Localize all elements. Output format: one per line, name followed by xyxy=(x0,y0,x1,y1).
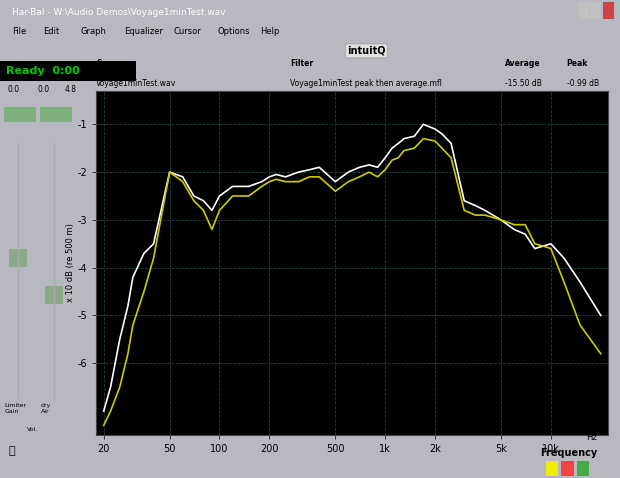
Text: Options: Options xyxy=(217,27,249,35)
Text: Average: Average xyxy=(505,59,541,68)
Text: -0.99 dB: -0.99 dB xyxy=(567,79,599,88)
Bar xyxy=(45,286,63,304)
Bar xyxy=(9,249,27,267)
Text: Equalizer: Equalizer xyxy=(124,27,163,35)
Text: Vol.: Vol. xyxy=(27,427,38,432)
Text: Cursor: Cursor xyxy=(174,27,202,35)
Text: Ready  0:00: Ready 0:00 xyxy=(6,66,80,76)
Text: intuitQ: intuitQ xyxy=(347,46,386,56)
Text: Har-Bal - W:\Audio Demos\Voyage1minTest.wav: Har-Bal - W:\Audio Demos\Voyage1minTest.… xyxy=(12,9,226,17)
Text: Help: Help xyxy=(260,27,280,35)
Bar xyxy=(561,461,574,476)
Text: dB: dB xyxy=(38,68,47,74)
Text: Limiter
Gain: Limiter Gain xyxy=(4,403,27,413)
Y-axis label: x 10 dB (re 500 m): x 10 dB (re 500 m) xyxy=(66,223,74,303)
Text: Graph: Graph xyxy=(81,27,107,35)
Bar xyxy=(4,107,36,122)
Bar xyxy=(590,2,601,20)
Text: Filter: Filter xyxy=(290,59,314,68)
Text: dB: dB xyxy=(7,68,16,74)
Bar xyxy=(578,2,589,20)
Bar xyxy=(577,461,589,476)
Bar xyxy=(40,107,72,122)
Text: 🔍: 🔍 xyxy=(9,445,16,456)
Text: Voyage1minTest.wav: Voyage1minTest.wav xyxy=(96,79,176,88)
Text: Peak: Peak xyxy=(567,59,588,68)
Text: Edit: Edit xyxy=(43,27,60,35)
Text: Voyage1minTest peak then average.mfl: Voyage1minTest peak then average.mfl xyxy=(290,79,442,88)
Text: %
wet: % wet xyxy=(64,61,78,74)
Text: 0.0: 0.0 xyxy=(7,85,19,94)
Text: Frequency: Frequency xyxy=(540,448,598,458)
Text: 4.8: 4.8 xyxy=(64,85,77,94)
Text: -15.50 dB: -15.50 dB xyxy=(505,79,542,88)
Bar xyxy=(603,2,614,20)
Bar xyxy=(546,461,558,476)
Text: 0.0: 0.0 xyxy=(38,85,50,94)
Text: File: File xyxy=(12,27,27,35)
Text: Hz: Hz xyxy=(587,433,598,442)
Bar xyxy=(0,61,136,81)
Text: Source: Source xyxy=(96,59,126,68)
Text: dry
Air: dry Air xyxy=(40,403,51,413)
